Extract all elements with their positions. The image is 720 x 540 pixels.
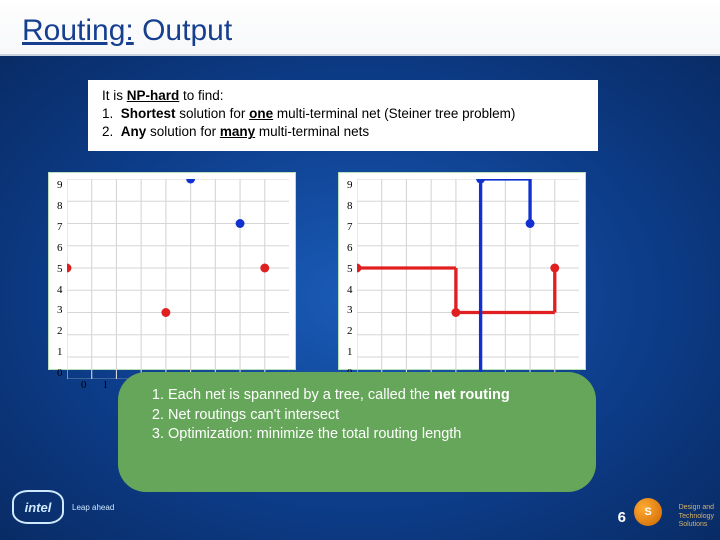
title-prefix: Routing: [22, 14, 134, 47]
y-axis-labels: 9876543210 [345, 179, 357, 379]
green-callout: Each net is spanned by a tree, called th… [118, 372, 596, 492]
dts-text: Design and Technology Solutions [679, 504, 714, 530]
dts-globe-icon: S [634, 498, 662, 526]
slide-number: 6 [618, 509, 626, 526]
y-axis-labels: 9876543210 [55, 179, 67, 379]
grid-right: 9876543210 0123456789 [338, 172, 586, 370]
grid-left: 9876543210 0123456789 [48, 172, 296, 370]
grid-row: 9876543210 0123456789 9876543210 0123456… [48, 172, 586, 370]
leap-ahead-text: Leap ahead [72, 503, 114, 512]
green-item-2: Net routings can't intersect [168, 406, 572, 426]
grid-right-svg [357, 179, 580, 379]
green-item-1: Each net is spanned by a tree, called th… [168, 386, 572, 406]
green-item-3: Optimization: minimize the total routing… [168, 425, 572, 445]
np-hard-callout: It is NP-hard to find: 1. Shortest solut… [88, 80, 598, 151]
slide-title: Routing: Output [0, 0, 720, 56]
intel-oval: intel [12, 490, 64, 524]
title-main: Output [142, 14, 232, 47]
intel-logo: intel Leap ahead [12, 490, 114, 524]
grid-left-svg [67, 179, 290, 379]
